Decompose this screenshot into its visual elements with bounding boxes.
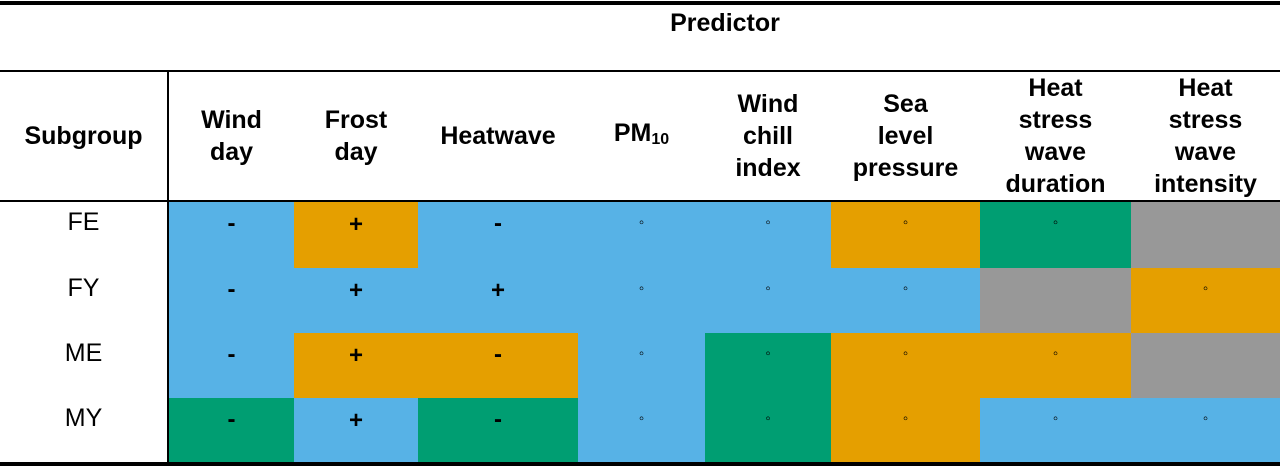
table-cell: ◦ — [831, 398, 980, 462]
subgroup-header: Subgroup — [0, 72, 167, 200]
table-cell: + — [294, 268, 418, 333]
table-cell: ◦ — [578, 268, 705, 333]
table-cell: + — [418, 268, 578, 333]
column-header: Sea level pressure — [831, 72, 980, 200]
table-cell: ◦ — [1131, 398, 1280, 462]
column-header-subscript: 10 — [651, 130, 670, 148]
table-cell: - — [418, 202, 578, 268]
table-cell: - — [169, 202, 294, 268]
column-header: PM10 — [578, 72, 705, 200]
table-cell: + — [294, 333, 418, 398]
table-cell: - — [418, 398, 578, 462]
column-header: Heat stress wave intensity — [1131, 72, 1280, 200]
table-cell: ◦ — [1131, 268, 1280, 333]
table-cell: ◦ — [705, 268, 831, 333]
column-header-label: PM10 — [613, 118, 670, 148]
row-label: MY — [64, 404, 103, 432]
column-header: Frost day — [294, 72, 418, 200]
table-cell: ◦ — [705, 333, 831, 398]
predictor-header: Predictor — [670, 9, 780, 37]
column-header-label: Frost day — [324, 106, 388, 166]
column-header: Wind day — [169, 72, 294, 200]
table-cell — [1131, 333, 1280, 398]
column-header-label: Wind chill index — [735, 90, 801, 182]
column-header: Heatwave — [418, 72, 578, 200]
column-header-label: Wind day — [201, 106, 262, 166]
table-cell: + — [294, 398, 418, 462]
column-header: Wind chill index — [705, 72, 831, 200]
column-header-label: Heatwave — [440, 122, 556, 150]
column-header-label: Sea level pressure — [852, 90, 959, 182]
row-label: ME — [64, 339, 103, 367]
table-cell: ◦ — [980, 398, 1131, 462]
bottom-rule — [0, 462, 1280, 466]
table-cell: ◦ — [705, 202, 831, 268]
table-cell: + — [294, 202, 418, 268]
column-header-label: Heat stress wave duration — [1005, 74, 1106, 198]
table-cell: - — [169, 398, 294, 462]
table-cell — [1131, 202, 1280, 268]
table-cell: - — [418, 333, 578, 398]
table-cell: - — [169, 268, 294, 333]
top-rule — [0, 1, 1280, 5]
table-cell: ◦ — [831, 268, 980, 333]
table-cell: ◦ — [578, 333, 705, 398]
header-rule — [0, 70, 1280, 72]
subgroup-header-label: Subgroup — [24, 122, 143, 150]
table-cell: ◦ — [980, 202, 1131, 268]
row-label: FY — [67, 274, 100, 302]
table-cell: ◦ — [578, 202, 705, 268]
column-header-label: Heat stress wave intensity — [1154, 74, 1257, 198]
column-header: Heat stress wave duration — [980, 72, 1131, 200]
table-cell: ◦ — [980, 333, 1131, 398]
table-cell: ◦ — [705, 398, 831, 462]
table-cell — [980, 268, 1131, 333]
table-cell: ◦ — [578, 398, 705, 462]
column-header-rule — [0, 200, 1280, 202]
table-cell: ◦ — [831, 202, 980, 268]
row-label: FE — [67, 208, 100, 236]
row-label-divider — [167, 71, 169, 463]
table-cell: ◦ — [831, 333, 980, 398]
table-cell: - — [169, 333, 294, 398]
